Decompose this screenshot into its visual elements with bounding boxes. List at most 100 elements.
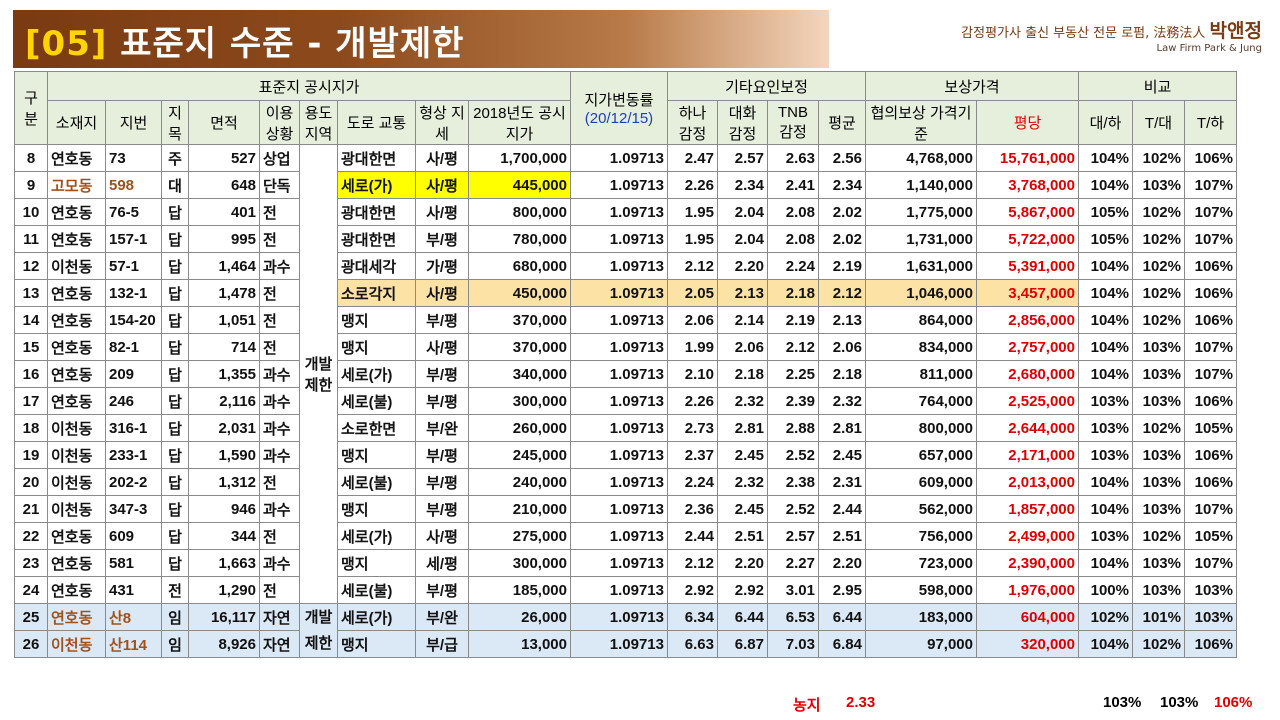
table-cell: 5,722,000: [976, 225, 1079, 253]
table-cell: 100%: [1078, 576, 1133, 604]
standard-land-table: 구 분 표준지 공시지가 지가변동률 (20/12/15) 기타요인보정 보상가…: [14, 71, 1237, 658]
table-cell: 2,116: [188, 387, 260, 415]
table-cell: 답: [161, 549, 189, 577]
table-cell: 세로(가): [337, 603, 416, 631]
table-cell: 맹지: [337, 549, 416, 577]
table-cell: 103%: [1184, 576, 1237, 604]
table-cell: 21: [14, 495, 48, 523]
table-cell: 주: [161, 144, 189, 172]
brand-name: 박앤정: [1209, 20, 1262, 42]
table-cell: 2,031: [188, 414, 260, 442]
table-cell: 300,000: [468, 549, 571, 577]
table-cell: 답: [161, 387, 189, 415]
table-cell: 2.18: [818, 360, 866, 388]
table-cell: 1.09713: [570, 198, 668, 226]
table-cell: 1,775,000: [865, 198, 977, 226]
table-cell: 1,700,000: [468, 144, 571, 172]
table-cell: 세로(불): [337, 576, 416, 604]
table-cell: 562,000: [865, 495, 977, 523]
table-cell: 과수: [259, 387, 300, 415]
table-cell: 맹지: [337, 333, 416, 361]
table-cell: 광대한면: [337, 144, 416, 172]
table-cell: 1.09713: [570, 495, 668, 523]
table-cell: 107%: [1184, 333, 1237, 361]
table-cell: 세/평: [415, 549, 469, 577]
table-cell: 102%: [1132, 279, 1185, 307]
table-cell: 103%: [1132, 549, 1185, 577]
table-cell: 3,768,000: [976, 171, 1079, 199]
table-cell: 부/평: [415, 360, 469, 388]
header-road: 도로 교통: [337, 100, 416, 145]
table-cell: 106%: [1184, 144, 1237, 172]
table-cell: 13,000: [468, 630, 571, 658]
table-cell: 2,499,000: [976, 522, 1079, 550]
table-cell: 104%: [1078, 495, 1133, 523]
table-row: 21 이천동 347-3 답 946 과수 맹지 부/평 210,000 1.09713 2.36 2…: [14, 495, 1237, 523]
table-cell: 1.95: [667, 198, 718, 226]
table-cell: 과수: [259, 441, 300, 469]
table-cell: 연호동: [47, 279, 106, 307]
table-cell: 6.34: [667, 603, 718, 631]
table-cell: 105%: [1184, 414, 1237, 442]
table-cell: 2.92: [717, 576, 768, 604]
table-cell: 임: [161, 603, 189, 631]
table-cell: 316-1: [105, 414, 162, 442]
table-cell: 723,000: [865, 549, 977, 577]
table-cell: 344: [188, 522, 260, 550]
table-cell: 102%: [1078, 603, 1133, 631]
table-cell: 2.56: [818, 144, 866, 172]
table-cell: 102%: [1132, 306, 1185, 334]
header-daehwa: 대화 감정: [717, 100, 768, 145]
table-cell: 2.81: [717, 414, 768, 442]
table-cell: 17: [14, 387, 48, 415]
table-cell: 157-1: [105, 225, 162, 253]
table-cell: 101%: [1132, 603, 1185, 631]
table-cell: 6.44: [818, 603, 866, 631]
header-c1: 대/하: [1078, 100, 1133, 145]
table-cell: 6.44: [717, 603, 768, 631]
table-cell: 답: [161, 225, 189, 253]
table-cell: 2.13: [818, 306, 866, 334]
table-cell: 답: [161, 306, 189, 334]
table-row: 10 연호동 76-5 답 401 전 광대한면 사/평 800,000 1.09713 1.95 2…: [14, 198, 1237, 226]
table-cell: 6.53: [767, 603, 819, 631]
table-cell: 부/완: [415, 603, 469, 631]
table-cell: 1.09713: [570, 549, 668, 577]
table-cell: 300,000: [468, 387, 571, 415]
table-cell: 1.09713: [570, 387, 668, 415]
table-cell: 1,355: [188, 360, 260, 388]
table-cell: 107%: [1184, 549, 1237, 577]
header-jimok: 지 목: [161, 100, 189, 145]
table-cell: 소로각지: [337, 279, 416, 307]
table-cell: 680,000: [468, 252, 571, 280]
table-cell: 1.09713: [570, 468, 668, 496]
table-cell: 16,117: [188, 603, 260, 631]
table-cell: 995: [188, 225, 260, 253]
header-group-compare: 비교: [1078, 71, 1237, 101]
footer-value: 2.33: [846, 694, 876, 711]
table-cell: 604,000: [976, 603, 1079, 631]
table-cell: 8: [14, 144, 48, 172]
table-cell: 2.08: [767, 225, 819, 253]
table-cell: 2.38: [767, 468, 819, 496]
table-cell: 세로(가): [337, 360, 416, 388]
table-cell: 104%: [1078, 279, 1133, 307]
table-cell: 과수: [259, 360, 300, 388]
table-cell: 16: [14, 360, 48, 388]
table-cell: 946: [188, 495, 260, 523]
table-cell: 14: [14, 306, 48, 334]
table-cell: 102%: [1132, 252, 1185, 280]
table-cell: 과수: [259, 414, 300, 442]
table-cell: 102%: [1132, 144, 1185, 172]
table-cell: 연호동: [47, 522, 106, 550]
table-cell: 답: [161, 252, 189, 280]
table-cell: 648: [188, 171, 260, 199]
table-cell: 대: [161, 171, 189, 199]
header-change: 지가변동률 (20/12/15): [570, 71, 668, 145]
table-cell: 2.57: [717, 144, 768, 172]
table-row: 9 고모동 598 대 648 단독 세로(가) 사/평 445,000 1.09713 2.26 2…: [14, 171, 1237, 199]
header-jibeon: 지번: [105, 100, 162, 145]
table-cell: 임: [161, 630, 189, 658]
table-cell: 6.87: [717, 630, 768, 658]
header-pyeong: 평당: [976, 100, 1079, 145]
